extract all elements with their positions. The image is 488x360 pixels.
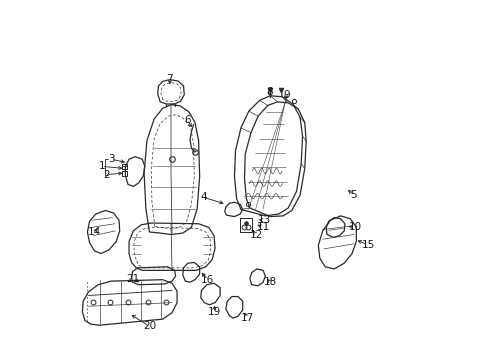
Text: 2: 2 [103, 170, 109, 180]
Text: 18: 18 [263, 277, 276, 287]
Text: 16: 16 [201, 275, 214, 285]
Text: 8: 8 [266, 87, 272, 97]
Text: 3: 3 [107, 154, 114, 164]
Text: 5: 5 [350, 190, 356, 200]
Text: 9: 9 [283, 90, 289, 100]
Text: 10: 10 [347, 222, 361, 232]
Text: 11: 11 [256, 222, 269, 232]
Bar [122, 171, 126, 176]
Text: 1: 1 [98, 161, 105, 171]
Text: 7: 7 [166, 74, 173, 84]
Text: 21: 21 [126, 274, 139, 284]
Text: 13: 13 [257, 215, 270, 225]
Text: 17: 17 [240, 313, 253, 323]
Text: 4: 4 [200, 192, 206, 202]
Text: 14: 14 [88, 227, 101, 237]
Text: 20: 20 [142, 321, 156, 331]
Bar [240, 219, 251, 232]
Text: 12: 12 [249, 230, 262, 239]
Text: 6: 6 [183, 115, 190, 125]
Text: 15: 15 [361, 240, 374, 250]
Bar [122, 163, 126, 169]
Text: 19: 19 [207, 307, 220, 317]
